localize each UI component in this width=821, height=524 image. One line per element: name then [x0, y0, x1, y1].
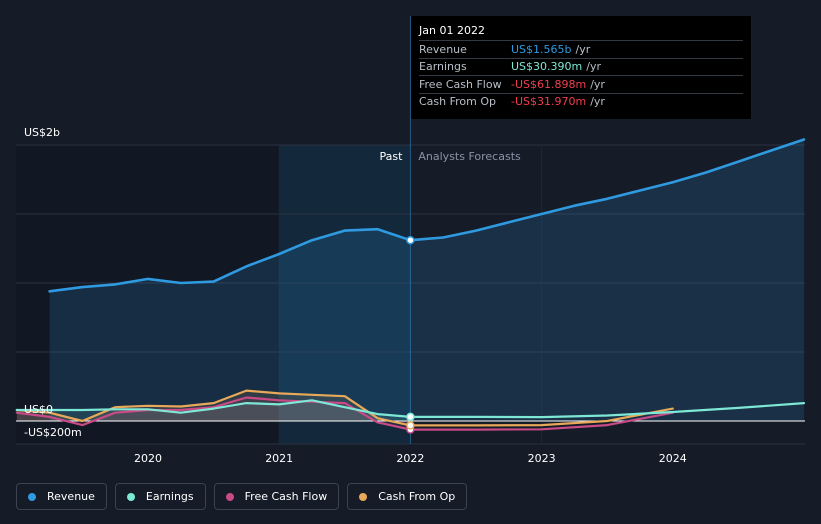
legend-item-cash-from-op[interactable]: Cash From Op [347, 483, 468, 510]
legend-item-revenue[interactable]: Revenue [16, 483, 107, 510]
legend: Revenue Earnings Free Cash Flow Cash Fro… [16, 483, 468, 512]
revenue-area [49, 139, 805, 421]
cash-from-op-marker [406, 421, 415, 430]
tooltip-row-cash-from-op: Cash From Op -US$31.970m /yr [419, 92, 743, 111]
tooltip: Jan 01 2022 Revenue US$1.565b /yr Earnin… [411, 16, 751, 119]
tooltip-date: Jan 01 2022 [419, 24, 485, 37]
forecast-label: Analysts Forecasts [418, 150, 521, 163]
tooltip-unit: /yr [586, 60, 601, 74]
x-tick-label: 2020 [134, 452, 162, 465]
legend-item-free-cash-flow[interactable]: Free Cash Flow [213, 483, 340, 510]
tooltip-value: -US$31.970m [511, 95, 587, 109]
tooltip-value: -US$61.898m [511, 77, 587, 91]
revenue-line [48, 138, 806, 293]
tooltip-unit: /yr [575, 42, 591, 56]
legend-dot-icon [359, 492, 368, 501]
earnings-line [15, 399, 806, 419]
tooltip-label: Free Cash Flow [419, 77, 502, 91]
legend-dot-icon [28, 492, 36, 501]
y-axis-label: US$0 [24, 403, 53, 416]
legend-dot-icon [126, 492, 135, 501]
tooltip-label: Earnings [419, 60, 467, 74]
past-label: Past [379, 150, 403, 163]
revenue-marker [406, 235, 415, 245]
x-tick-label: 2023 [528, 452, 556, 465]
tooltip-row-earnings: Earnings US$30.390m /yr [419, 57, 743, 76]
tooltip-value: US$1.565b [511, 42, 572, 56]
y-axis-label: -US$200m [24, 426, 82, 439]
free-cash-flow-line [15, 396, 674, 431]
free-cash-flow-area [16, 397, 411, 430]
legend-dot-icon [225, 492, 234, 501]
tooltip-row-free-cash-flow: Free Cash Flow -US$61.898m /yr [419, 75, 743, 93]
earnings-marker [406, 412, 415, 422]
x-tick-label: 2022 [396, 452, 424, 465]
tooltip-unit: /yr [590, 77, 605, 91]
earnings-area [16, 400, 411, 421]
cash-from-op-line [15, 389, 674, 427]
y-axis-label: US$2b [24, 126, 60, 139]
tooltip-unit: /yr [590, 95, 605, 109]
tooltip-value: US$30.390m [511, 60, 583, 74]
legend-label: Cash From Op [378, 490, 456, 503]
tooltip-label: Revenue [419, 42, 467, 56]
legend-label: Revenue [47, 490, 95, 503]
tooltip-label: Cash From Op [419, 95, 497, 109]
legend-label: Free Cash Flow [244, 490, 328, 503]
tooltip-row-revenue: Revenue US$1.565b /yr [419, 40, 743, 58]
legend-label: Earnings [145, 490, 194, 503]
legend-item-earnings[interactable]: Earnings [114, 483, 206, 510]
x-tick-label: 2024 [659, 452, 687, 465]
x-tick-label: 2021 [265, 452, 293, 465]
